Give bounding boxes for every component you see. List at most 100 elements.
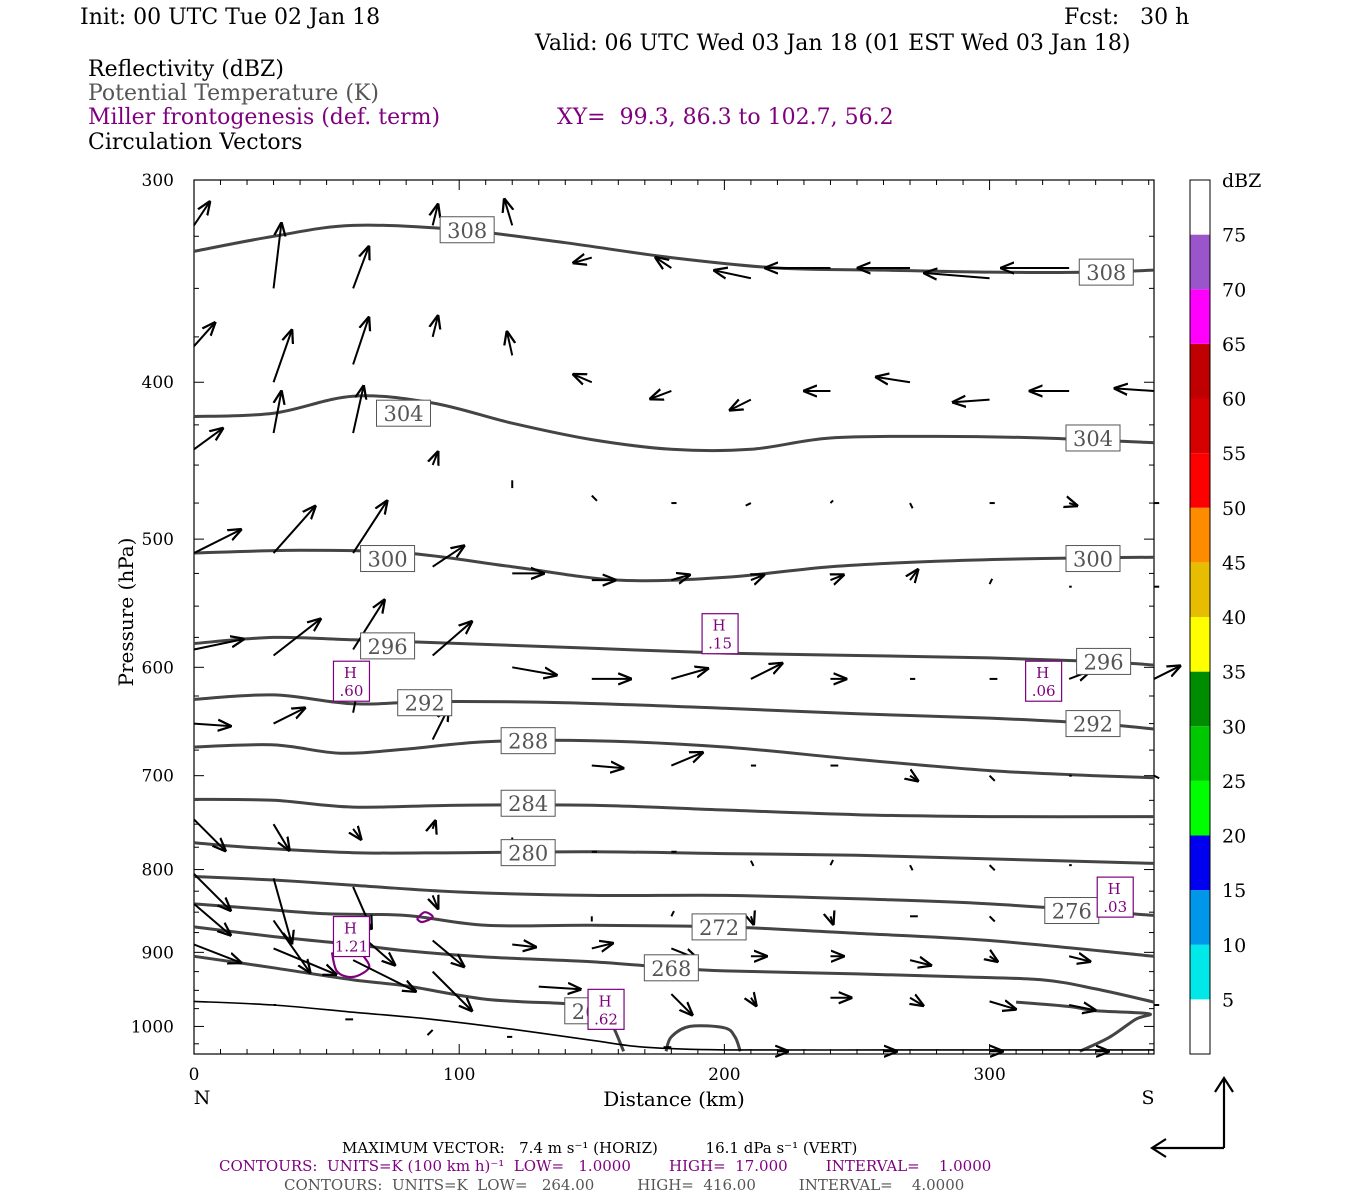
frontogenesis-contour <box>416 911 434 924</box>
colorbar-tick-label: 5 <box>1222 989 1234 1011</box>
circulation-vector <box>910 998 923 1006</box>
theta-contour-line <box>193 223 1155 274</box>
fronto-max-marker: H <box>344 664 357 682</box>
fronto-max-box <box>701 613 739 655</box>
colorbar-swatch <box>1190 453 1210 508</box>
fronto-max-value: .03 <box>1103 898 1127 916</box>
theta-contour-line <box>193 394 1155 453</box>
plot-frame <box>193 179 1155 1055</box>
circulation-vector <box>751 916 754 924</box>
colorbar-tick-label: 15 <box>1222 880 1246 902</box>
x-tick-label: 300 <box>973 1065 1005 1085</box>
colorbar-swatch <box>1190 343 1210 399</box>
circulation-vector <box>433 895 438 908</box>
colorbar-tick-label: 50 <box>1222 498 1246 520</box>
circulation-vector <box>990 956 998 961</box>
fronto-max-box <box>332 915 371 958</box>
theta-label: 292 <box>1073 713 1113 737</box>
colorbar-swatch <box>1190 289 1210 344</box>
circulation-vector <box>193 530 241 554</box>
colorbar-border <box>1189 179 1211 1055</box>
circulation-vector <box>512 945 535 948</box>
x-tick-label: 100 <box>443 1065 475 1085</box>
colorbar-swatch <box>1190 944 1210 1000</box>
footer-fronto-contours: CONTOURS: UNITS=K (100 km h)⁻¹ LOW= 1.00… <box>219 1157 992 1175</box>
theta-label-box <box>439 216 495 244</box>
circulation-vector <box>352 247 369 289</box>
colorbar-swatch <box>1190 671 1210 727</box>
colorbar-swatch <box>1190 180 1210 235</box>
fronto-max-value: .06 <box>1032 682 1056 700</box>
theta-label-box <box>1065 710 1121 738</box>
colorbar-tick-label: 35 <box>1222 662 1246 684</box>
colorbar-tick-label: 25 <box>1222 771 1246 793</box>
fronto-max-marker: H <box>599 992 612 1010</box>
y-tick-label: 300 <box>142 171 174 191</box>
colorbar-swatch <box>1190 617 1210 672</box>
circulation-vector <box>574 258 593 263</box>
circulation-vector <box>193 428 223 451</box>
circulation-vector <box>507 332 512 356</box>
circulation-vector <box>574 374 593 382</box>
circulation-vector <box>433 821 436 829</box>
circulation-vector <box>830 916 833 924</box>
field-theta: Potential Temperature (K) <box>88 81 379 106</box>
theta-label-box <box>397 689 453 717</box>
circulation-vector <box>272 391 282 434</box>
circulation-vector <box>671 575 689 580</box>
theta-label: 280 <box>508 842 548 866</box>
fronto-max-value: 1.21 <box>335 938 368 956</box>
axes: Distance (km) Pressure (hPa) N S 0 100 200… <box>114 171 1155 1111</box>
north-label: N <box>194 1087 211 1109</box>
circulation-vector <box>656 258 672 268</box>
theta-label: 300 <box>368 548 408 572</box>
circulation-vector <box>953 400 990 403</box>
fronto-max-box <box>1096 876 1134 918</box>
colorbar-swatch <box>1190 890 1210 945</box>
circulation-vector <box>538 987 581 990</box>
theta-label: 268 <box>651 957 691 981</box>
colorbar-swatch <box>1190 780 1210 836</box>
orientation-arrows-icon <box>1149 1075 1234 1158</box>
y-tick-label: 800 <box>142 861 174 881</box>
circulation-vector <box>193 903 230 935</box>
fronto-max-value: .15 <box>708 635 732 653</box>
colorbar-tick-label: 40 <box>1222 607 1246 629</box>
circulation-vector <box>876 377 911 382</box>
circulation-vector <box>988 774 996 782</box>
colorbar-tick-label: 55 <box>1222 443 1246 465</box>
south-label: S <box>1141 1087 1154 1109</box>
colorbar-swatch <box>1190 398 1210 454</box>
circulation-vector <box>273 947 336 974</box>
circulation-vector <box>909 864 914 871</box>
theta-contour-line <box>193 875 1155 917</box>
circulation-vector <box>829 859 834 866</box>
theta-label-box <box>360 545 416 573</box>
circulation-vector <box>352 600 384 651</box>
circulation-vector <box>988 578 994 585</box>
circulation-vector <box>193 818 225 850</box>
circulation-vector <box>670 993 692 1015</box>
forecast-hour: Fcst: 30 h <box>1064 5 1190 30</box>
circulation-vector <box>671 669 707 680</box>
theta-label-box <box>1076 647 1132 675</box>
y-tick-label: 500 <box>142 530 174 550</box>
circulation-vector <box>1115 388 1155 391</box>
theta-label: 296 <box>1084 650 1124 674</box>
colorbar-swatch <box>1190 507 1210 563</box>
field-vectors: Circulation Vectors <box>88 130 303 155</box>
circulation-vector <box>989 1001 1016 1009</box>
colorbar-swatch <box>1190 234 1210 290</box>
theta-label: 288 <box>508 730 548 754</box>
circulation-vector <box>829 499 834 504</box>
theta-label: 276 <box>1052 900 1092 924</box>
fronto-max-marker: H <box>1108 880 1121 898</box>
fronto-max-box <box>587 988 625 1030</box>
colorbar-tick-label: 75 <box>1222 225 1246 247</box>
circulation-vector <box>909 502 914 509</box>
circulation-vector <box>352 386 363 434</box>
circulation-vector <box>433 205 438 226</box>
theta-contour-line <box>1015 1000 1152 1053</box>
colorbar-swatch <box>1190 726 1210 781</box>
